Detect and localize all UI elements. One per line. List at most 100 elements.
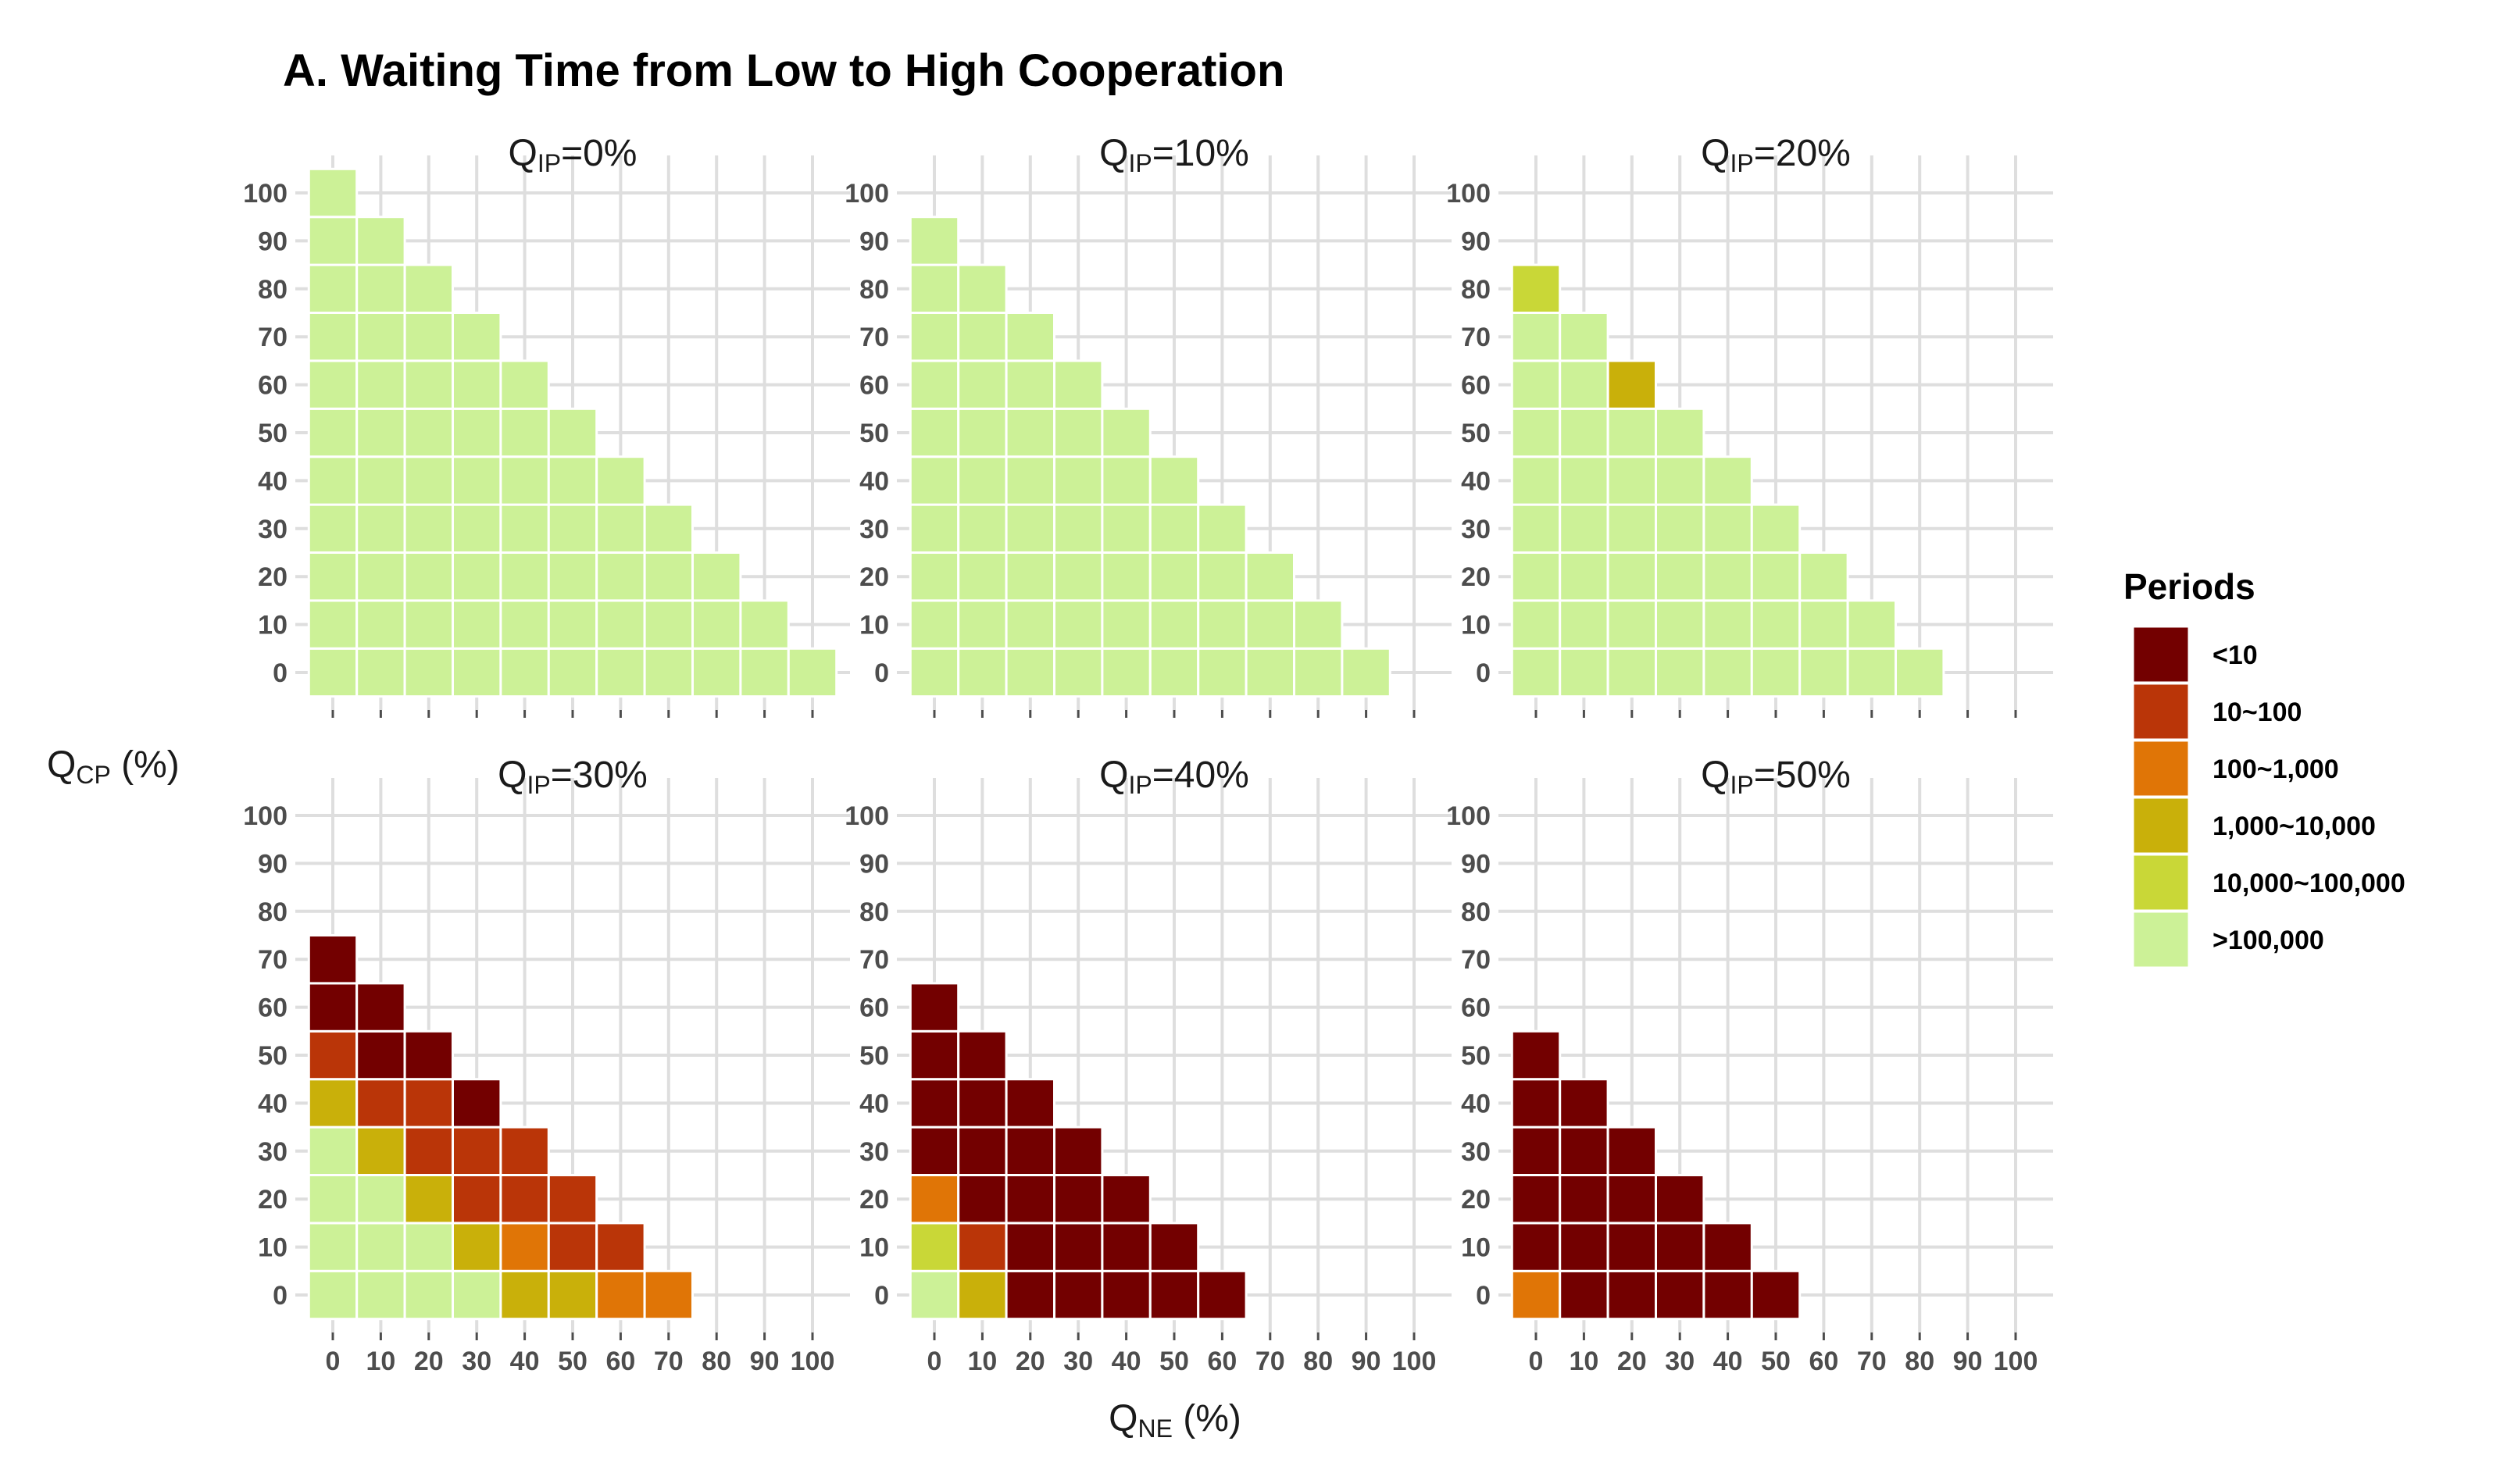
heatmap-cell: QNE=20, QCP=40 xyxy=(403,455,454,506)
y-tick-label: 20 xyxy=(258,562,288,592)
y-tick-label: 50 xyxy=(859,419,889,448)
y-tick-label: 80 xyxy=(1461,275,1491,305)
heatmap-cell: QNE=30, QCP=0 xyxy=(1053,647,1104,698)
x-tick-label: 40 xyxy=(1112,1347,1141,1376)
heatmap-cell: QNE=30, QCP=60 xyxy=(452,359,502,410)
heatmap-cell: QNE=0, QCP=70 xyxy=(307,934,359,985)
y-tick-label: 20 xyxy=(258,1185,288,1215)
heatmap-cell: QNE=80, QCP=20 xyxy=(691,551,742,602)
heatmap-cell: QNE=50, QCP=40 xyxy=(547,455,598,506)
heatmap-cell: QNE=40, QCP=0 xyxy=(1702,1269,1753,1321)
heatmap-cell: QNE=60, QCP=20 xyxy=(595,551,646,602)
heatmap-cell: QNE=20, QCP=30 xyxy=(403,503,454,554)
x-tick-label: 20 xyxy=(414,1347,444,1376)
y-tick-label: 10 xyxy=(258,611,288,640)
y-tick-label: 70 xyxy=(859,945,889,975)
y-tick-label: 30 xyxy=(859,515,889,544)
y-tick-label: 80 xyxy=(258,897,288,927)
heatmap-cell: QNE=10, QCP=0 xyxy=(957,1269,1008,1321)
x-tick-label: 0 xyxy=(927,1347,942,1376)
heatmap-cell: QNE=0, QCP=40 xyxy=(307,1078,359,1129)
heatmap-cell: QNE=50, QCP=10 xyxy=(1750,599,1802,650)
x-axis-title-sub: NE xyxy=(1138,1414,1172,1443)
strip-main: Q xyxy=(1099,133,1128,174)
heatmap-cell: QNE=0, QCP=90 xyxy=(909,216,960,266)
heatmap-cell: QNE=0, QCP=30 xyxy=(909,503,960,554)
heatmap-cell: QNE=60, QCP=30 xyxy=(595,503,646,554)
legend-swatch xyxy=(2131,796,2191,855)
y-tick-label: 90 xyxy=(1461,849,1491,879)
y-tick-label: 80 xyxy=(1461,897,1491,927)
y-tick-label: 30 xyxy=(258,1137,288,1167)
y-tick-label: 20 xyxy=(1461,1185,1491,1215)
heatmap-cell: QNE=0, QCP=30 xyxy=(1510,1125,1562,1176)
heatmap-cell: QNE=0, QCP=0 xyxy=(909,647,960,698)
legend-label: 100~1,000 xyxy=(2212,754,2339,784)
heatmap-cell: QNE=0, QCP=60 xyxy=(307,982,359,1033)
heatmap-cell: QNE=60, QCP=0 xyxy=(1798,647,1849,698)
heatmap-cell: QNE=30, QCP=30 xyxy=(1053,1125,1104,1176)
heatmap-cell: QNE=10, QCP=10 xyxy=(957,599,1008,650)
heatmap-cell: QNE=0, QCP=20 xyxy=(1510,551,1562,602)
heatmap-cell: QNE=50, QCP=40 xyxy=(1148,455,1200,506)
x-tick-label: 10 xyxy=(366,1347,395,1376)
panel-strip-label: QIP=50% xyxy=(1701,754,1851,799)
heatmap-cell: QNE=40, QCP=40 xyxy=(499,455,550,506)
heatmap-cell: QNE=0, QCP=10 xyxy=(909,1222,960,1272)
heatmap-cell: QNE=0, QCP=40 xyxy=(307,455,359,506)
x-tick-label: 90 xyxy=(750,1347,780,1376)
strip-main: Q xyxy=(1701,133,1730,174)
heatmap-cell: QNE=10, QCP=60 xyxy=(355,359,406,410)
y-tick-label: 10 xyxy=(1461,611,1491,640)
heatmap-cell: QNE=40, QCP=0 xyxy=(499,647,550,698)
heatmap-cell: QNE=30, QCP=30 xyxy=(1655,503,1705,554)
heatmap-cell: QNE=0, QCP=0 xyxy=(307,647,359,698)
heatmap-cell: QNE=70, QCP=20 xyxy=(1245,551,1295,602)
heatmap-cell: QNE=20, QCP=60 xyxy=(1005,359,1055,410)
heatmap-cell: QNE=0, QCP=40 xyxy=(909,1078,960,1129)
heatmap-cell: QNE=30, QCP=0 xyxy=(452,1269,502,1321)
panel-5: QNE=0, QCP=0QNE=10, QCP=0QNE=20, QCP=0QN… xyxy=(845,754,1452,1376)
heatmap-cell: QNE=10, QCP=10 xyxy=(957,1222,1008,1272)
y-tick-label: 0 xyxy=(874,1281,889,1311)
heatmap-cell: QNE=50, QCP=50 xyxy=(547,407,598,458)
heatmap-cell: QNE=20, QCP=20 xyxy=(403,551,454,602)
heatmap-cell: QNE=10, QCP=40 xyxy=(355,455,406,506)
heatmap-cell: QNE=50, QCP=10 xyxy=(1148,1222,1200,1272)
y-tick-label: 100 xyxy=(845,801,889,831)
heatmap-cell: QNE=10, QCP=0 xyxy=(957,647,1008,698)
heatmap-cell: QNE=50, QCP=10 xyxy=(547,1222,598,1272)
heatmap-cell: QNE=50, QCP=0 xyxy=(1750,1269,1802,1321)
heatmap-cell: QNE=50, QCP=0 xyxy=(547,647,598,698)
y-tick-label: 100 xyxy=(845,179,889,209)
heatmap-cell: QNE=30, QCP=30 xyxy=(452,1125,502,1176)
y-tick-label: 0 xyxy=(874,658,889,688)
heatmap-cell: QNE=20, QCP=50 xyxy=(403,407,454,458)
heatmap-cell: QNE=0, QCP=40 xyxy=(1510,455,1562,506)
heatmap-cell: QNE=0, QCP=50 xyxy=(307,1029,359,1081)
heatmap-cell: QNE=30, QCP=40 xyxy=(452,455,502,506)
heatmap-cell: QNE=60, QCP=30 xyxy=(1197,503,1248,554)
y-tick-label: 30 xyxy=(1461,515,1491,544)
heatmap-cell: QNE=10, QCP=20 xyxy=(957,1174,1008,1225)
y-tick-label: 50 xyxy=(258,419,288,448)
x-tick-label: 80 xyxy=(1905,1347,1934,1376)
heatmap-cell: QNE=40, QCP=20 xyxy=(1101,1174,1152,1225)
heatmap-cell: QNE=0, QCP=30 xyxy=(1510,503,1562,554)
y-tick-label: 80 xyxy=(859,275,889,305)
x-tick-label: 40 xyxy=(1713,1347,1743,1376)
panels: QNE=0, QCP=0QNE=10, QCP=0QNE=20, QCP=0QN… xyxy=(243,133,2053,1376)
heatmap-cell: QNE=20, QCP=70 xyxy=(1005,312,1055,362)
heatmap-cell: QNE=30, QCP=0 xyxy=(452,647,502,698)
heatmap-cell: QNE=40, QCP=10 xyxy=(1702,1222,1753,1272)
heatmap-cell: QNE=0, QCP=60 xyxy=(1510,359,1562,410)
heatmap-cell: QNE=30, QCP=10 xyxy=(452,599,502,650)
y-tick-label: 70 xyxy=(859,323,889,352)
legend-label: 10,000~100,000 xyxy=(2212,869,2405,898)
heatmap-cell: QNE=50, QCP=30 xyxy=(1148,503,1200,554)
heatmap-cell: QNE=10, QCP=40 xyxy=(957,1078,1008,1129)
y-tick-label: 0 xyxy=(273,658,288,688)
heatmap-cell: QNE=60, QCP=20 xyxy=(1197,551,1248,602)
heatmap-cell: QNE=10, QCP=10 xyxy=(355,599,406,650)
legend: Periods <10 10~100 100~1,000 1,000~10,000 10… xyxy=(2123,566,2405,969)
